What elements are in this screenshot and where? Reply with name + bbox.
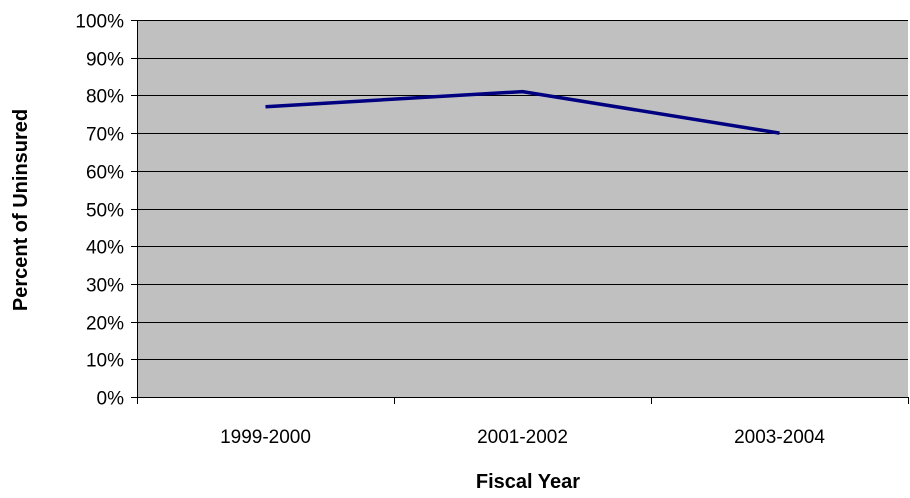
y-tick-label: 80% [86,87,124,108]
y-axis-ticks: 0% 10% 20% 30% 40% 50% 60% 70% 80% 90% 100% [75,12,137,410]
x-axis-ticks: 1999-2000 2001-2002 2003-2004 [138,397,909,448]
y-tick-label: 70% [86,125,124,146]
plot-area [131,20,908,398]
y-tick-label: 60% [86,163,124,184]
plot-background [137,20,908,397]
y-tick-label: 30% [86,276,124,297]
y-tick-label: 40% [86,238,124,259]
y-axis-title: Percent of Uninsured [10,109,32,311]
x-tick-label: 2001-2002 [477,427,568,448]
y-tick-label: 10% [86,351,124,372]
x-axis-title: Fiscal Year [476,471,580,493]
y-tick-label: 50% [86,201,124,222]
y-tick-label: 90% [86,50,124,71]
y-tick-label: 20% [86,314,124,335]
x-tick-label: 2003-2004 [734,427,825,448]
y-tick-label: 100% [75,12,124,33]
x-tick-label: 1999-2000 [220,427,311,448]
y-tick-label: 0% [97,389,125,410]
